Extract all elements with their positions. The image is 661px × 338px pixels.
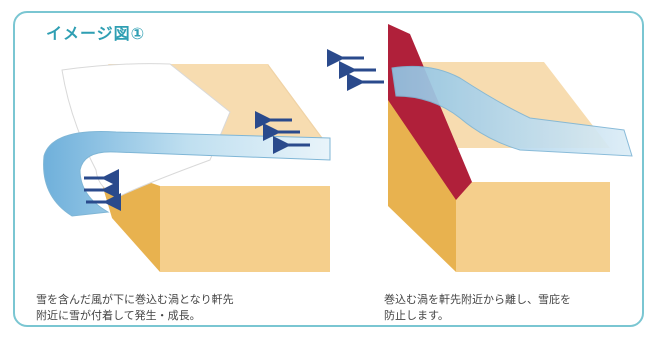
right-building-side [388, 96, 456, 272]
caption-right: 巻込む渦を軒先附近から離し、雪庇を 防止します。 [384, 292, 571, 324]
caption-left-line-1: 雪を含んだ風が下に巻込む渦となり軒先 [36, 293, 234, 306]
caption-left-line-2: 附近に雪が付着して発生・成長。 [36, 309, 201, 322]
right-wind-arrows [327, 49, 384, 91]
caption-left: 雪を含んだ風が下に巻込む渦となり軒先 附近に雪が付着して発生・成長。 [36, 292, 234, 324]
left-diagram [43, 63, 331, 272]
left-wind-arrows-bottom [84, 169, 121, 211]
caption-right-line-1: 巻込む渦を軒先附近から離し、雪庇を [384, 293, 571, 306]
right-building-front [456, 182, 610, 272]
right-airflow [391, 65, 633, 157]
left-building-front [160, 186, 330, 272]
left-building-back [268, 64, 330, 150]
right-diagram [327, 24, 633, 272]
diagram-title: イメージ図① [46, 24, 146, 43]
caption-right-line-2: 防止します。 [384, 309, 449, 322]
left-airflow [43, 131, 331, 217]
left-wind-arrows-top [255, 111, 310, 154]
